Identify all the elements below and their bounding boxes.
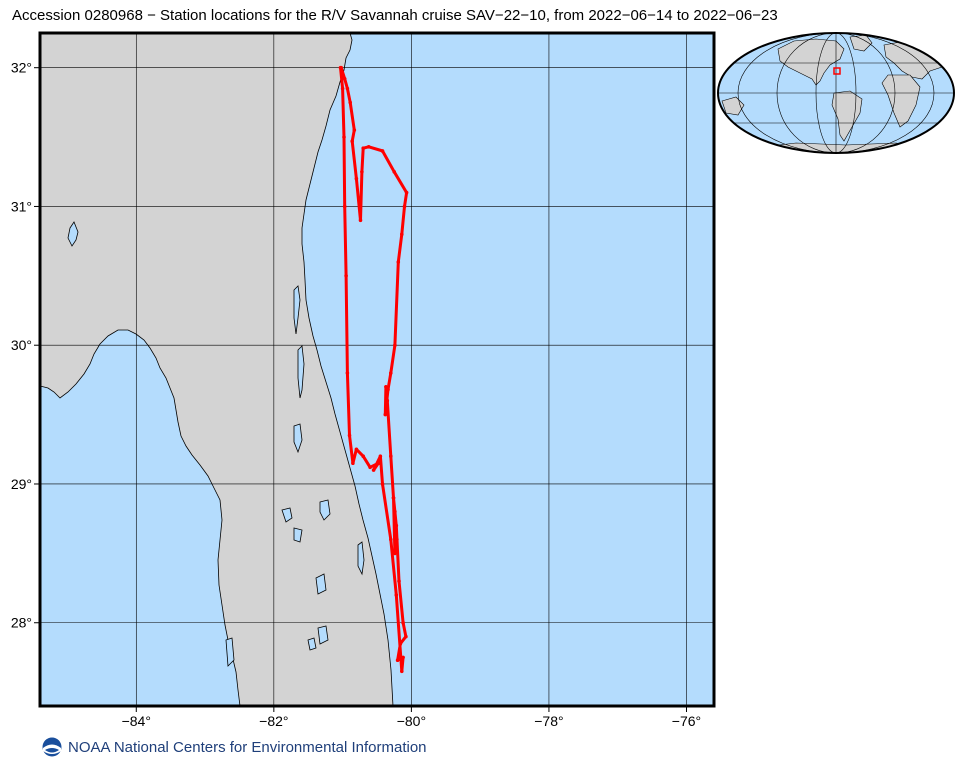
footer-credit: NOAA National Centers for Environmental … xyxy=(42,737,427,757)
noaa-logo-icon xyxy=(42,737,62,757)
tick-marks xyxy=(34,67,687,712)
lat-tick-label: 31° xyxy=(11,198,32,214)
station-marker xyxy=(342,77,347,81)
tick-labels: −84° −82° −80° −78° −76° 28° 29° 30° 31° 32° xyxy=(11,60,701,729)
station-marker xyxy=(380,482,385,486)
station-marker xyxy=(342,135,346,139)
globe-meridian xyxy=(776,33,896,153)
station-marker xyxy=(380,149,385,153)
lon-tick-label: −82° xyxy=(259,713,288,729)
station-marker xyxy=(395,658,400,662)
station-marker xyxy=(400,232,404,236)
station-marker xyxy=(342,204,347,209)
land-mass xyxy=(40,33,394,706)
footer-text: NOAA National Centers for Environmental … xyxy=(68,738,427,756)
globe-meridian xyxy=(737,33,935,153)
inland-lakes xyxy=(67,221,365,667)
station-marker xyxy=(385,398,390,403)
station-marker xyxy=(389,454,393,459)
lon-tick-label: −78° xyxy=(534,713,563,729)
station-marker xyxy=(340,86,345,91)
station-marker xyxy=(404,190,409,195)
station-marker xyxy=(393,509,397,514)
lon-tick-label: −80° xyxy=(397,713,426,729)
station-marker xyxy=(347,433,352,438)
station-marker xyxy=(395,537,399,542)
globe-australia xyxy=(721,96,745,116)
station-marker xyxy=(389,371,393,375)
station-marker xyxy=(358,218,363,223)
station-marker xyxy=(366,145,371,149)
lat-tick-label: 29° xyxy=(11,476,32,492)
station-marker xyxy=(391,496,396,500)
station-marker xyxy=(361,146,366,150)
station-marker xyxy=(354,447,359,452)
station-marker xyxy=(394,593,399,597)
cruise-track xyxy=(338,65,409,674)
map-title: Accession 0280968 − Station locations fo… xyxy=(12,7,778,24)
station-marker xyxy=(376,461,381,466)
globe-inset-map xyxy=(717,32,955,154)
station-marker xyxy=(397,579,401,583)
station-marker xyxy=(371,468,376,472)
lat-tick-label: 28° xyxy=(11,615,32,631)
station-marker xyxy=(345,371,350,375)
station-marker xyxy=(348,100,353,105)
station-marker xyxy=(384,385,388,389)
station-marker xyxy=(383,412,388,417)
station-marker xyxy=(404,634,408,639)
lat-tick-label: 32° xyxy=(11,60,32,76)
station-marker xyxy=(393,551,397,556)
grid-lines xyxy=(40,33,714,706)
station-marker xyxy=(345,86,350,91)
globe-outline xyxy=(717,32,955,154)
station-marker xyxy=(389,537,393,542)
globe-region-marker xyxy=(833,67,841,75)
map-frame xyxy=(38,31,716,708)
station-marker xyxy=(400,669,404,674)
station-marker xyxy=(360,170,364,174)
station-marker xyxy=(402,204,407,209)
station-marker xyxy=(344,274,348,278)
station-marker xyxy=(351,461,355,466)
station-marker xyxy=(354,176,359,181)
station-marker xyxy=(392,170,397,174)
station-marker xyxy=(352,128,357,132)
station-marker xyxy=(401,655,405,660)
station-marker xyxy=(401,620,405,625)
station-marker xyxy=(368,465,372,470)
station-marker xyxy=(398,641,403,646)
globe-meridian xyxy=(815,33,857,153)
station-marker xyxy=(378,454,383,459)
lat-tick-label: 30° xyxy=(11,337,32,353)
station-marker xyxy=(394,523,399,528)
globe-africa xyxy=(881,74,921,128)
station-marker xyxy=(361,454,366,459)
station-marker xyxy=(386,387,390,392)
lon-tick-label: −84° xyxy=(122,713,151,729)
station-marker xyxy=(350,139,355,143)
station-marker xyxy=(338,65,343,70)
lon-tick-label: −76° xyxy=(672,713,701,729)
station-marker xyxy=(396,260,401,264)
station-marker xyxy=(393,343,397,348)
